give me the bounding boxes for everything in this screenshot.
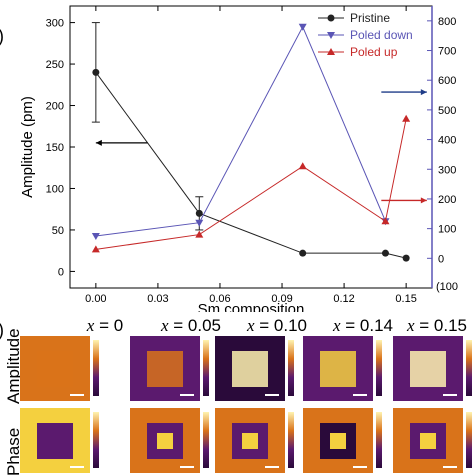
legend-marker [327, 32, 335, 39]
axis-arrowhead-2 [420, 197, 427, 204]
phase-map [130, 408, 200, 473]
x-tick-label: 0.12 [333, 293, 354, 305]
data-point [195, 209, 203, 217]
amplitude-colorbar [376, 340, 382, 396]
amplitude-colorbar [466, 340, 472, 396]
axis-arrowhead-1 [420, 89, 427, 96]
y-right-tick-label-partial: (100 [436, 281, 458, 293]
phase-colorbar [203, 412, 209, 468]
poled-region [410, 351, 446, 387]
legend-marker [327, 14, 335, 22]
x-tick-label: 0.09 [271, 293, 292, 305]
x-tick-label: 0.03 [147, 293, 168, 305]
phase-colorbar [288, 412, 294, 468]
poled-region [320, 351, 356, 387]
amplitude-map [215, 336, 285, 401]
y-right-tick-label: 0 [438, 253, 444, 265]
phase-colorbar [376, 412, 382, 468]
col-title-2: x = 0.10 [246, 316, 307, 335]
y-left-tick-label: 300 [46, 18, 64, 30]
data-point [91, 245, 100, 253]
data-point [298, 23, 307, 31]
data-point [195, 219, 204, 227]
y-left-tick-label: 200 [46, 101, 64, 113]
data-point [298, 162, 307, 170]
phase-map [215, 408, 285, 473]
y-right-tick-label: 200 [438, 194, 456, 206]
scale-bar [70, 466, 84, 468]
amplitude-colorbar [203, 340, 209, 396]
panel-b-label: ) [0, 320, 4, 341]
col-title-1: x = 0.05 [160, 316, 221, 335]
amplitude-map [393, 336, 463, 401]
amplitude-colorbar [93, 340, 99, 396]
col-title-3: x = 0.14 [332, 316, 393, 335]
pfm-maps: x = 0 x = 0.05 x = 0.10 x = 0.14 x = 0.1… [0, 316, 474, 476]
y-right-tick-label: 100 [438, 224, 456, 236]
y-right-tick-label: 400 [438, 135, 456, 147]
y-left-tick-label: 50 [52, 225, 64, 237]
amplitude-chart: 0.00 0.03 0.06 0.09 0.12 0.15 0 50 100 150 200 250 3… [19, 5, 458, 312]
poled-up-region [47, 433, 63, 449]
amplitude-map [20, 336, 90, 401]
poled-region [232, 351, 268, 387]
scale-bar [353, 394, 367, 396]
poled-up-region [157, 433, 173, 449]
x-tick-label: 0.00 [85, 293, 106, 305]
x-tick-label: 0.15 [395, 293, 416, 305]
y-right-tick-label: 800 [438, 16, 456, 28]
phase-map [393, 408, 463, 473]
poled-up-region [330, 433, 346, 449]
phase-colorbar [93, 412, 99, 468]
phase-map [20, 408, 90, 473]
y-left-tick-label: 100 [46, 183, 64, 195]
axis-arrowhead-0 [95, 139, 102, 146]
scale-bar [70, 394, 84, 396]
scale-bar [353, 466, 367, 468]
scale-bar [180, 394, 194, 396]
legend-marker [327, 48, 335, 55]
x-tick-label: 0.06 [209, 293, 230, 305]
poled-region [147, 351, 183, 387]
data-point [195, 230, 204, 238]
col-title-0: x = 0 [86, 316, 124, 335]
data-point [381, 217, 390, 225]
x-axis-title: Sm composition [198, 301, 305, 312]
legend-label: Poled up [350, 45, 398, 59]
legend-label: Poled down [350, 28, 413, 42]
amplitude-colorbar [288, 340, 294, 396]
y-left-tick-label: 0 [58, 266, 64, 278]
y-left-tick-label: 250 [46, 59, 64, 71]
legend-label: Pristine [350, 11, 390, 25]
y-left-tick-label: 150 [46, 142, 64, 154]
amplitude-map [303, 336, 373, 401]
y-right-tick-label: 600 [438, 75, 456, 87]
scale-bar [265, 394, 279, 396]
data-point [91, 233, 100, 241]
poled-up-region [420, 433, 436, 449]
data-point [381, 249, 389, 257]
phase-map [303, 408, 373, 473]
data-point [299, 249, 307, 257]
amplitude-map [130, 336, 200, 401]
phase-colorbar [466, 412, 472, 468]
scale-bar [443, 394, 457, 396]
poled-region [37, 351, 73, 387]
data-point [92, 68, 100, 76]
panel-a-label: ) [0, 26, 4, 47]
poled-up-region [242, 433, 258, 449]
series-line-1 [95, 25, 386, 237]
data-point [402, 254, 410, 262]
y-axis-title: Amplitude (pm) [19, 96, 36, 198]
scale-bar [180, 466, 194, 468]
y-right-tick-label: 500 [438, 105, 456, 117]
data-point [402, 114, 411, 122]
y-right-tick-label: 300 [438, 164, 456, 176]
y-right-tick-label: 700 [438, 46, 456, 58]
scale-bar [443, 466, 457, 468]
scale-bar [265, 466, 279, 468]
col-title-4: x = 0.15 [406, 316, 467, 335]
